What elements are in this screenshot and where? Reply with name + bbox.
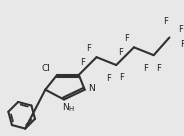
Text: F: F <box>80 58 85 67</box>
Text: F: F <box>156 64 161 72</box>
Text: F: F <box>106 74 111 83</box>
Text: F: F <box>180 40 184 49</box>
Text: F: F <box>86 44 91 53</box>
Text: F: F <box>124 34 129 43</box>
Text: H: H <box>68 106 74 112</box>
Text: F: F <box>163 17 168 26</box>
Text: F: F <box>143 64 148 73</box>
Text: N: N <box>62 103 68 112</box>
Text: Cl: Cl <box>42 64 51 73</box>
Text: F: F <box>118 48 123 57</box>
Text: F: F <box>119 73 124 82</box>
Text: F: F <box>178 25 183 34</box>
Text: N: N <box>88 84 95 93</box>
